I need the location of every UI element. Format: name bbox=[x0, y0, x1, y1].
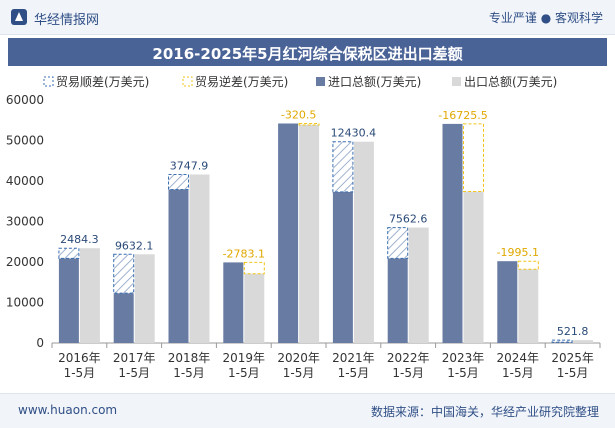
x-tick-label-5: 2021年 1-5月 bbox=[332, 351, 375, 380]
balance-label-8: -1995.1 bbox=[497, 246, 539, 259]
y-tick-label-0: 0 bbox=[36, 336, 44, 350]
x-tick-label-1: 2017年 1-5月 bbox=[113, 351, 156, 380]
data-labels: 2484.3 9632.1 3747.9 -2783.1 -320.5 12430.4 75… bbox=[60, 108, 588, 338]
balance-label-9: 521.8 bbox=[557, 325, 589, 338]
legend-label-0: 贸易顺差(万美元) bbox=[56, 75, 149, 89]
x-tick-label-0: 2016年 1-5月 bbox=[58, 351, 101, 380]
balance-label-3: -2783.1 bbox=[223, 247, 265, 260]
legend-swatch-3 bbox=[452, 77, 461, 86]
x-tick-label-4: 2020年 1-5月 bbox=[277, 351, 320, 380]
balance-label-7: -16725.5 bbox=[438, 109, 487, 122]
export-bar-4 bbox=[299, 124, 320, 343]
balance-label-1: 9632.1 bbox=[115, 239, 154, 252]
x-tick-label-3: 2019年 1-5月 bbox=[223, 351, 266, 380]
surplus-box-2 bbox=[168, 174, 189, 191]
export-bar-6 bbox=[408, 227, 429, 343]
balance-label-2: 3747.9 bbox=[170, 160, 209, 173]
import-bar-3 bbox=[223, 262, 244, 343]
import-bar-7 bbox=[442, 123, 463, 343]
export-bar-2 bbox=[189, 174, 210, 343]
surplus-box-1 bbox=[113, 253, 135, 294]
y-tick-label-6: 60000 bbox=[6, 93, 44, 107]
y-tick-label-1: 10000 bbox=[6, 296, 44, 310]
surplus-box-5 bbox=[332, 141, 354, 193]
balance-label-6: 7562.6 bbox=[389, 213, 428, 226]
surplus-box-6 bbox=[387, 227, 409, 259]
import-bar-8 bbox=[497, 261, 518, 343]
export-bar-1 bbox=[134, 254, 155, 343]
header-bar: 华经情报网 专业严谨 ● 客观科学 bbox=[0, 0, 615, 35]
import-bar-4 bbox=[278, 123, 299, 343]
y-tick-label-2: 20000 bbox=[6, 255, 44, 269]
axes: 0 10000 20000 30000 40000 50000 60000 2016年 1-5月… bbox=[6, 93, 601, 380]
import-bar-2 bbox=[168, 189, 189, 343]
balance-label-5: 12430.4 bbox=[331, 127, 377, 140]
deficit-box-7 bbox=[463, 123, 484, 193]
x-tick-label-9: 2025年 1-5月 bbox=[551, 351, 594, 380]
bar-chart: 贸易顺差(万美元) 贸易逆差(万美元) 进口总额(万美元) 出口总额(万美元) 0 10… bbox=[6, 74, 601, 380]
x-tick-label-2: 2018年 1-5月 bbox=[168, 351, 211, 380]
website: www.huaon.com bbox=[18, 403, 118, 417]
import-bar-0 bbox=[58, 258, 79, 343]
title-bar: 2016-2025年5月红河综合保税区进出口差额 bbox=[8, 38, 607, 66]
surplus-box-0 bbox=[58, 247, 80, 259]
bars bbox=[58, 122, 594, 343]
legend-label-1: 贸易逆差(万美元) bbox=[195, 74, 288, 89]
balance-label-4: -320.5 bbox=[281, 108, 316, 121]
export-bar-0 bbox=[79, 248, 100, 343]
export-bar-5 bbox=[353, 141, 374, 343]
import-bar-6 bbox=[387, 258, 408, 343]
brand-name: 华经情报网 bbox=[34, 13, 100, 28]
import-bar-1 bbox=[113, 293, 134, 343]
legend: 贸易顺差(万美元) 贸易逆差(万美元) 进口总额(万美元) 出口总额(万美元) bbox=[43, 74, 557, 89]
legend-swatch-1 bbox=[182, 76, 193, 87]
x-tick-label-7: 2023年 1-5月 bbox=[442, 351, 485, 380]
legend-label-2: 进口总额(万美元) bbox=[328, 75, 421, 89]
legend-label-3: 出口总额(万美元) bbox=[464, 75, 557, 89]
deficit-box-3 bbox=[243, 261, 265, 275]
chart-title: 2016-2025年5月红河综合保税区进出口差额 bbox=[152, 45, 463, 63]
export-bar-7 bbox=[463, 191, 484, 343]
export-bar-3 bbox=[244, 273, 265, 343]
y-tick-label-5: 50000 bbox=[6, 134, 44, 148]
deficit-box-4 bbox=[298, 122, 320, 126]
data-source: 数据来源：中国海关，华经产业研究院整理 bbox=[370, 405, 599, 419]
x-tick-label-6: 2022年 1-5月 bbox=[387, 351, 430, 380]
export-bar-8 bbox=[518, 269, 539, 343]
legend-swatch-2 bbox=[316, 77, 325, 86]
footer-bar: www.huaon.com 数据来源：中国海关，华经产业研究院整理 bbox=[0, 393, 615, 428]
deficit-box-8 bbox=[517, 260, 539, 270]
huajing-logo-icon bbox=[11, 9, 27, 25]
y-tick-label-4: 40000 bbox=[6, 174, 44, 188]
export-bar-9 bbox=[573, 340, 594, 343]
x-tick-label-8: 2024年 1-5月 bbox=[497, 351, 540, 380]
import-bar-5 bbox=[332, 191, 353, 343]
surplus-box-9 bbox=[551, 339, 573, 343]
legend-swatch-0 bbox=[43, 76, 54, 87]
y-tick-label-3: 30000 bbox=[6, 215, 44, 229]
slogan: 专业严谨 ● 客观科学 bbox=[488, 11, 603, 25]
balance-label-0: 2484.3 bbox=[60, 233, 99, 246]
